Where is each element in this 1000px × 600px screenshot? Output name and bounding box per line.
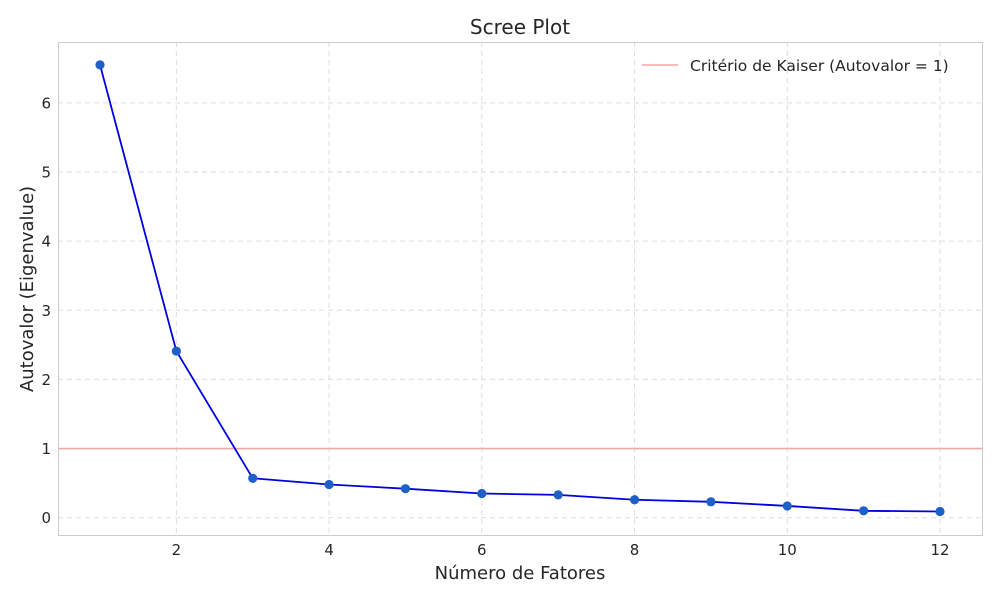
eigenvalue-point <box>400 484 411 494</box>
plot-area-frame <box>58 42 983 536</box>
legend: Critério de Kaiser (Autovalor = 1) <box>642 57 949 75</box>
x-tick-label: 2 <box>172 541 182 559</box>
x-tick-label: 12 <box>930 541 949 559</box>
y-tick-label: 4 <box>41 233 51 251</box>
eigenvalue-point <box>248 473 258 483</box>
y-tick-label: 1 <box>41 440 51 458</box>
eigenvalue-point <box>859 506 869 516</box>
eigenvalue-point <box>553 490 563 500</box>
eigenvalue-point <box>935 506 945 517</box>
y-tick-label: 2 <box>41 371 51 389</box>
y-tick-label: 3 <box>41 302 51 320</box>
eigenvalue-line <box>99 64 941 513</box>
x-tick-label: 8 <box>630 541 640 559</box>
x-tick-label: 4 <box>324 541 334 559</box>
grid <box>58 42 982 535</box>
eigenvalue-point <box>171 346 181 356</box>
x-axis-label: Número de Fatores <box>435 563 606 584</box>
y-tick-label: 0 <box>41 509 51 527</box>
legend-label-kaiser: Critério de Kaiser (Autovalor = 1) <box>690 57 949 75</box>
x-tick-label: 6 <box>477 541 487 559</box>
eigenvalue-point <box>324 479 334 490</box>
chart-title: Scree Plot <box>470 15 570 39</box>
eigenvalue-point <box>706 497 716 507</box>
x-tick-label: 10 <box>778 541 797 559</box>
y-tick-label: 5 <box>41 163 51 181</box>
eigenvalue-series <box>95 60 945 517</box>
eigenvalue-point <box>477 488 487 499</box>
y-tick-label: 6 <box>41 94 51 112</box>
eigenvalue-point <box>782 501 792 511</box>
eigenvalue-point <box>629 495 640 505</box>
eigenvalue-point <box>95 60 105 70</box>
y-axis-label: Autovalor (Eigenvalue) <box>17 186 38 392</box>
